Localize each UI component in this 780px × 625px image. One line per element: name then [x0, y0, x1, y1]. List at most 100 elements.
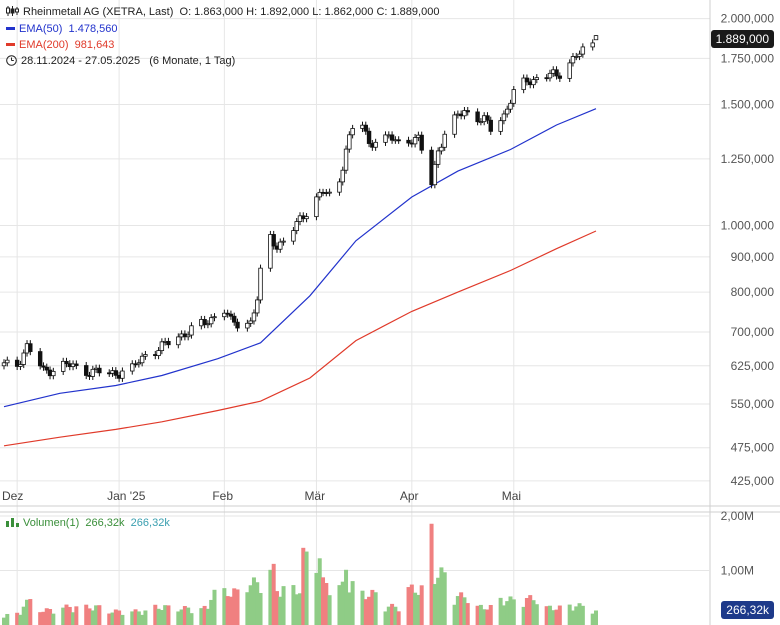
volume-bar [153, 604, 158, 625]
volume-bar [570, 610, 575, 625]
volume-bar [294, 594, 299, 625]
volume-tick-label: 2,00M [721, 509, 754, 523]
volume-bar [268, 569, 273, 625]
candle-body [406, 139, 411, 144]
volume-bar [90, 610, 95, 625]
volume-bar [41, 611, 46, 625]
volume-bar [567, 604, 572, 625]
volume-value-alt: 266,32k [130, 517, 170, 529]
candle-body [278, 241, 283, 250]
candle-body [245, 322, 250, 329]
volume-bar [551, 610, 556, 625]
candle-body [113, 370, 119, 376]
volume-bar [340, 581, 345, 625]
volume-bar [235, 589, 240, 625]
volume-bar [327, 595, 332, 625]
candle-body [205, 323, 211, 326]
candle-body [340, 169, 345, 183]
volume-bar [61, 607, 66, 625]
volume-bar [143, 610, 148, 625]
volume-bar [324, 582, 329, 625]
candle-body [61, 360, 66, 372]
candle-body [41, 365, 46, 368]
candle-body [350, 128, 355, 136]
candle-body [294, 221, 299, 231]
volume-bar [97, 605, 102, 625]
candle-body [291, 230, 296, 242]
volume-bar [120, 614, 125, 625]
volume-bar [298, 593, 302, 625]
volume-bar [176, 611, 181, 625]
candle-body [504, 108, 510, 115]
candle-body [1, 362, 7, 367]
candle-body [534, 77, 539, 80]
volume-bar [590, 613, 595, 625]
y-tick-label: 1.750,000 [721, 51, 775, 65]
volume-tick-label: 1,00M [721, 564, 754, 578]
y-tick-label: 800,000 [731, 285, 775, 299]
last-price-tag: 1.889,000 [710, 30, 774, 48]
volume-bar [133, 609, 138, 625]
ema200-line [3, 230, 597, 447]
candle-body [271, 234, 276, 247]
volume-bar [274, 591, 279, 625]
candle-body [212, 316, 217, 319]
volume-bar [531, 600, 536, 625]
volume-bar [508, 596, 513, 625]
date-range-text: 28.11.2024 - 27.05.2025 [21, 55, 141, 67]
y-tick-label: 700,000 [731, 325, 775, 339]
y-tick-label: 900,000 [731, 250, 775, 264]
candle-body [501, 113, 507, 122]
volume-legend[interactable]: Volumen(1) 266,32k 266,32k [6, 517, 170, 529]
candle-body [136, 362, 142, 365]
ema50-legend[interactable]: EMA(50) 1.478,560 [6, 23, 117, 35]
volume-bar [209, 599, 214, 625]
volume-bar [5, 613, 10, 625]
candle-body [396, 139, 401, 142]
volume-bar [304, 551, 309, 625]
candle-body [485, 115, 490, 121]
ema200-legend[interactable]: EMA(200) 981,643 [6, 39, 114, 51]
volume-bar [534, 604, 539, 625]
candle-body [462, 110, 467, 117]
candle-body [590, 42, 595, 48]
candle-body [258, 267, 263, 301]
candle-body [255, 299, 260, 314]
ema50-label: EMA(50) [19, 23, 63, 35]
candlestick-icon [6, 6, 19, 17]
y-tick-label: 550,000 [731, 397, 775, 411]
candle-body [317, 191, 322, 198]
candle-body [508, 102, 513, 110]
volume-bar [337, 585, 342, 625]
chart-title: Rheinmetall AG (XETRA, Last) [23, 6, 174, 18]
volume-bar [189, 613, 194, 625]
volume-bar [498, 597, 503, 625]
candle-body [521, 77, 526, 91]
candle-body [97, 367, 102, 374]
volume-bar [21, 606, 26, 625]
candle-body [248, 320, 253, 324]
candle-body [580, 46, 586, 55]
candle-body [547, 72, 553, 79]
candle-body [524, 77, 530, 83]
volume-bar [501, 605, 506, 625]
candle-body [202, 319, 207, 326]
y-tick-label: 1.000,000 [721, 218, 775, 232]
volume-bar [485, 609, 490, 625]
volume-bar [251, 577, 256, 625]
date-range-note: (6 Monate, 1 Tag) [149, 55, 236, 67]
volume-bar [363, 599, 368, 625]
volume-bar [413, 592, 418, 625]
volume-bar [367, 596, 372, 625]
y-tick-label: 1.250,000 [721, 152, 775, 166]
volume-bar [64, 604, 69, 625]
candle-body [14, 359, 20, 367]
candle-body [251, 312, 257, 322]
volume-bar [113, 609, 118, 625]
volume-bar [255, 582, 260, 625]
candle-body [90, 368, 95, 377]
volume-bar [38, 612, 43, 625]
candle-body [475, 111, 480, 123]
candle-body [64, 360, 69, 365]
